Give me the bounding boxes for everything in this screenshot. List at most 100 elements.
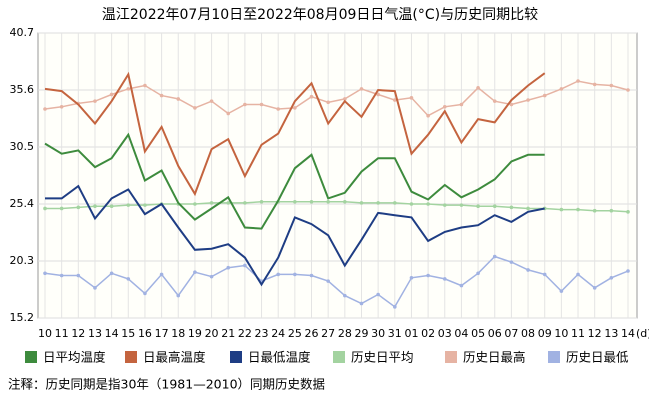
point xyxy=(226,201,231,205)
series-line xyxy=(45,201,629,213)
point xyxy=(626,269,630,273)
point xyxy=(442,277,447,281)
point xyxy=(559,87,564,91)
point xyxy=(559,207,564,212)
legend-label: 日最低温度 xyxy=(248,350,311,365)
x-tick-label: 15 xyxy=(121,327,135,340)
point xyxy=(442,203,447,207)
x-tick-label: 05 xyxy=(471,327,485,340)
point xyxy=(226,111,231,116)
legend-swatch xyxy=(25,351,37,363)
point xyxy=(93,99,97,103)
x-tick-label: 11 xyxy=(571,327,585,340)
point xyxy=(509,102,514,107)
point xyxy=(209,274,214,279)
point xyxy=(309,199,314,204)
point xyxy=(509,260,514,264)
x-tick-label: 11 xyxy=(55,327,69,340)
point xyxy=(226,265,231,270)
point xyxy=(592,286,597,290)
point xyxy=(143,83,147,88)
point xyxy=(126,87,131,91)
series-line xyxy=(44,132,545,230)
point xyxy=(326,199,330,204)
point xyxy=(626,210,630,214)
series-line xyxy=(44,80,629,117)
x-tick-label: 12 xyxy=(71,327,85,340)
point xyxy=(59,206,64,211)
point xyxy=(193,270,197,274)
x-tick-label: 14 xyxy=(621,327,635,340)
x-tick-label: 30 xyxy=(371,327,385,340)
y-tick-label: 20.3 xyxy=(10,254,35,267)
point xyxy=(559,289,564,293)
point xyxy=(43,271,47,276)
x-tick-label: 08 xyxy=(521,327,535,340)
x-unit: (d) xyxy=(636,327,649,340)
x-tick-label: 25 xyxy=(288,327,302,340)
point xyxy=(259,102,264,107)
x-tick-label: 10 xyxy=(38,327,52,340)
x-tick-label: 28 xyxy=(338,327,352,340)
point xyxy=(376,92,380,97)
point xyxy=(159,272,164,277)
x-tick-label: 22 xyxy=(238,327,252,340)
x-tick-label: 17 xyxy=(155,327,169,340)
point xyxy=(259,199,264,204)
point xyxy=(59,273,64,278)
point xyxy=(343,199,347,204)
point xyxy=(309,94,314,99)
y-tick-label: 25.4 xyxy=(10,197,35,210)
legend-label: 历史日平均 xyxy=(351,350,414,365)
point xyxy=(159,93,164,98)
point xyxy=(492,99,497,103)
legend-swatch xyxy=(230,351,242,363)
series-line xyxy=(44,255,629,308)
x-tick-label: 16 xyxy=(138,327,152,340)
point xyxy=(476,271,480,276)
point xyxy=(526,268,530,272)
point xyxy=(343,293,347,298)
chart-title: 温江2022年07月10日至2022年08月09日日气温(°C)与历史同期比较 xyxy=(102,7,538,23)
legend-label: 日最高温度 xyxy=(143,350,206,365)
point xyxy=(243,102,247,107)
point xyxy=(143,203,147,207)
legend-label: 历史日最低 xyxy=(566,350,629,365)
point xyxy=(476,85,480,90)
series-line xyxy=(44,71,546,197)
series-line xyxy=(45,184,545,287)
point xyxy=(542,93,547,98)
point xyxy=(109,204,114,209)
point xyxy=(409,275,414,280)
point xyxy=(492,254,497,259)
x-tick-label: 23 xyxy=(255,327,269,340)
x-tick-label: 20 xyxy=(205,327,219,340)
point xyxy=(459,283,464,288)
point xyxy=(176,293,181,298)
y-tick-label: 30.5 xyxy=(10,140,35,153)
x-tick-label: 04 xyxy=(454,327,468,340)
y-tick-label: 40.7 xyxy=(10,26,35,39)
point xyxy=(492,204,497,209)
x-tick-label: 29 xyxy=(354,327,368,340)
point xyxy=(542,272,547,277)
x-tick-label: 13 xyxy=(88,327,102,340)
point xyxy=(526,98,530,102)
x-tick-label: 03 xyxy=(438,327,452,340)
point xyxy=(109,271,114,276)
x-tick-label: 27 xyxy=(321,327,335,340)
point xyxy=(609,83,614,88)
point xyxy=(59,104,64,109)
point xyxy=(126,277,131,281)
legend-label: 日平均温度 xyxy=(43,350,106,365)
x-tick-label: 26 xyxy=(305,327,319,340)
point xyxy=(393,201,397,205)
x-tick-label: 01 xyxy=(404,327,418,340)
point xyxy=(592,208,597,213)
point xyxy=(526,206,530,211)
plot-area xyxy=(37,32,638,319)
point xyxy=(576,207,580,212)
point xyxy=(109,92,114,97)
point xyxy=(326,279,330,283)
